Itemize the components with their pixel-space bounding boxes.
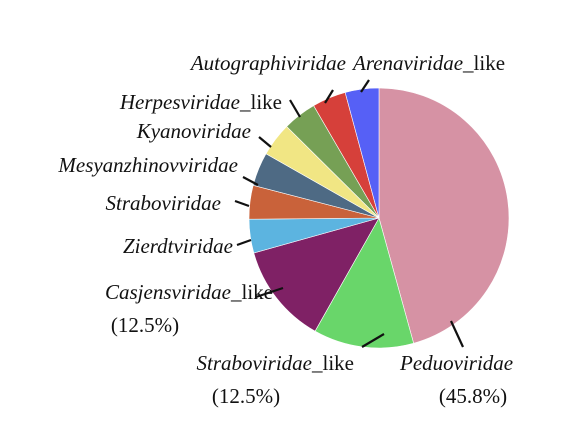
leader-line-peduoviridae — [450, 320, 464, 348]
leader-line-herpesviridae-like — [289, 99, 301, 118]
slice-label-casjensviridae-like: Casjensviridae_like — [105, 280, 273, 304]
leader-lines — [234, 79, 464, 348]
leader-line-straboviridae-like — [361, 333, 385, 348]
slice-labels: Peduoviridae (45.8%) Straboviridae_like (12… — [57, 51, 513, 408]
slice-label-kyanoviridae: Kyanoviridae — [136, 119, 251, 143]
slice-percent-straboviridae-like: (12.5%) — [212, 384, 280, 408]
slice-label-straboviridae: Straboviridae — [106, 191, 222, 215]
slice-label-zierdtviridae: Zierdtviridae — [123, 234, 233, 258]
leader-line-straboviridae — [234, 199, 250, 208]
pie-slice-peduoviridae — [378, 87, 510, 344]
leader-line-casjensviridae-like — [255, 286, 284, 299]
slice-label-mesyanzhinovviridae: Mesyanzhinovviridae — [57, 153, 238, 177]
leader-line-zierdtviridae — [236, 238, 252, 247]
slice-label-arenaviridae-like: Arenaviridae_like — [351, 51, 505, 75]
slice-label-herpesviridae-like: Herpesviridae_like — [119, 90, 282, 114]
slice-percent-peduoviridae: (45.8%) — [439, 384, 507, 408]
leader-line-kyanoviridae — [258, 136, 272, 148]
slice-label-autographiviridae: Autographiviridae — [189, 51, 346, 75]
pie-slice-casjensviridae-like — [253, 217, 380, 332]
slice-label-peduoviridae: Peduoviridae — [399, 351, 513, 375]
slice-label-straboviridae-like: Straboviridae_like — [197, 351, 355, 375]
leader-line-autographiviridae — [360, 79, 370, 93]
slice-percent-casjensviridae-like: (12.5%) — [111, 313, 179, 337]
leader-line-mesyanzhinovviridae — [242, 176, 259, 186]
leader-line-arenaviridae-like — [324, 89, 334, 104]
pie-slices — [248, 87, 510, 349]
